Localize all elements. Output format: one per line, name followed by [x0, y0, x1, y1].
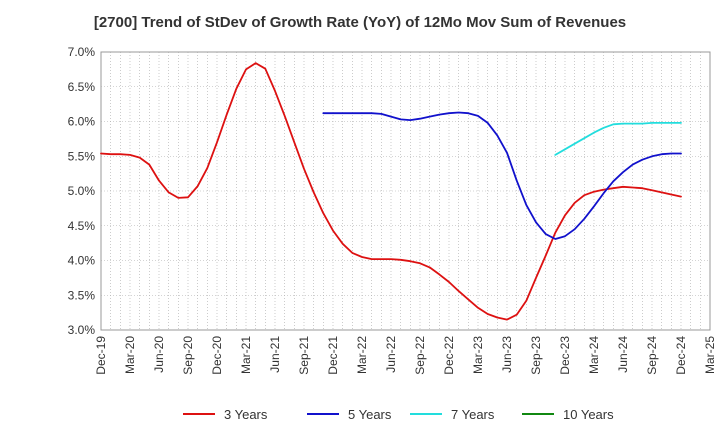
x-tick-label: Dec-23	[558, 336, 572, 375]
legend-label: 10 Years	[563, 407, 614, 422]
series-line-3-years	[100, 62, 682, 321]
x-tick-label: Jun-22	[384, 336, 398, 373]
x-tick-label: Jun-20	[152, 336, 166, 373]
x-tick-label: Mar-20	[123, 336, 137, 374]
x-tick-label: Sep-20	[181, 336, 195, 375]
y-tick-label: 5.0%	[68, 184, 96, 198]
legend-label: 5 Years	[348, 407, 392, 422]
x-tick-label: Sep-23	[529, 336, 543, 375]
x-tick-label: Jun-23	[500, 336, 514, 373]
y-tick-label: 6.5%	[68, 80, 96, 94]
x-tick-label: Dec-19	[94, 336, 108, 375]
x-tick-label: Sep-24	[645, 336, 659, 375]
x-tick-label: Mar-22	[355, 336, 369, 374]
y-tick-label: 4.0%	[68, 254, 96, 268]
y-tick-label: 5.5%	[68, 149, 96, 163]
x-tick-label: Dec-24	[674, 336, 688, 375]
x-tick-label: Sep-22	[413, 336, 427, 375]
x-tick-label: Dec-21	[326, 336, 340, 375]
legend: 3 Years 5 Years 7 Years 10 Years	[183, 407, 614, 422]
y-tick-label: 6.0%	[68, 115, 96, 129]
legend-label: 7 Years	[451, 407, 495, 422]
x-tick-label: Mar-21	[239, 336, 253, 374]
x-tick-label: Mar-24	[587, 336, 601, 374]
series-line-5-years	[322, 111, 682, 240]
x-tick-label: Mar-25	[703, 336, 717, 374]
series-line-7-years	[554, 122, 682, 156]
grid	[101, 52, 710, 330]
x-tick-label: Dec-22	[442, 336, 456, 375]
x-tick-label: Jun-21	[268, 336, 282, 373]
x-tick-label: Sep-21	[297, 336, 311, 375]
y-tick-label: 3.5%	[68, 288, 96, 302]
x-tick-label: Mar-23	[471, 336, 485, 374]
legend-label: 3 Years	[224, 407, 268, 422]
y-axis: 3.0% 3.5% 4.0% 4.5% 5.0% 5.5% 6.0% 6.5% 7.0%	[68, 45, 96, 337]
x-tick-label: Dec-20	[210, 336, 224, 375]
x-axis: Dec-19 Mar-20 Jun-20 Sep-20 Dec-20 Mar-21 Jun-…	[94, 336, 717, 375]
x-tick-label: Jun-24	[616, 336, 630, 373]
y-tick-label: 3.0%	[68, 323, 96, 337]
chart-title: [2700] Trend of StDev of Growth Rate (Yo…	[93, 14, 627, 31]
y-tick-label: 7.0%	[68, 45, 96, 59]
series-layer	[100, 62, 682, 321]
y-tick-label: 4.5%	[68, 219, 96, 233]
